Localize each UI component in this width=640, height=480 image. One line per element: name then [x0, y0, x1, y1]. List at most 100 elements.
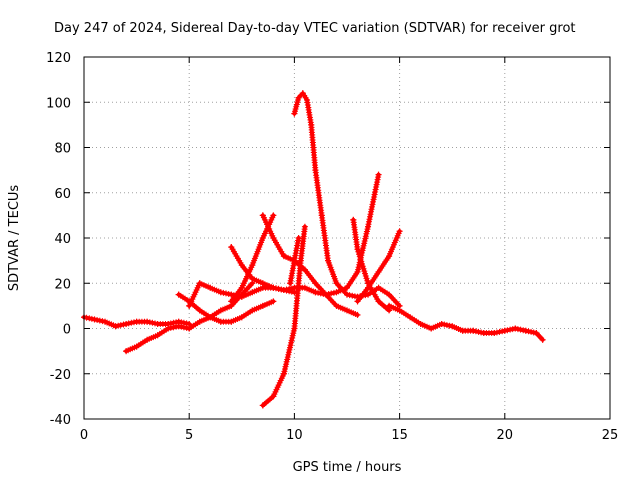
data-point — [301, 223, 308, 230]
series-track-j — [350, 216, 393, 314]
data-point — [333, 289, 340, 296]
data-point — [354, 246, 361, 253]
data-point — [312, 289, 319, 296]
data-point — [325, 257, 332, 264]
data-point — [280, 370, 287, 377]
data-point — [354, 311, 361, 318]
data-point — [333, 280, 340, 287]
data-point — [217, 318, 224, 325]
data-point — [291, 325, 298, 332]
data-point — [386, 302, 393, 309]
data-point — [438, 320, 445, 327]
x-tick-label: 20 — [497, 428, 514, 443]
data-point — [396, 228, 403, 235]
data-point — [133, 318, 140, 325]
y-tick-label: 20 — [54, 277, 71, 292]
data-point — [91, 316, 98, 323]
data-point — [375, 284, 382, 291]
data-point — [318, 212, 325, 219]
data-point — [375, 171, 382, 178]
data-point — [238, 291, 245, 298]
data-point — [470, 327, 477, 334]
data-point — [539, 336, 546, 343]
data-point — [350, 216, 357, 223]
data-point — [249, 275, 256, 282]
x-tick-label: 10 — [286, 428, 303, 443]
data-point — [501, 327, 508, 334]
y-tick-label: 120 — [46, 51, 71, 66]
data-point — [308, 121, 315, 128]
ticks: 0 5 10 15 20 25 -40 -20 0 20 40 60 80 100 120 — [46, 51, 618, 443]
series-track-c — [186, 280, 256, 332]
data-point — [386, 291, 393, 298]
data-point — [301, 284, 308, 291]
data-point — [417, 320, 424, 327]
data-point — [312, 280, 319, 287]
plot-frame — [83, 56, 611, 420]
grid — [84, 57, 610, 419]
data-point — [407, 314, 414, 321]
series-track-h — [287, 235, 302, 287]
data-point — [270, 298, 277, 305]
series-track-g — [259, 223, 308, 409]
data-point — [344, 291, 350, 298]
data-point — [365, 291, 372, 298]
data-point — [297, 257, 304, 264]
data-point — [291, 110, 298, 117]
series-tail — [386, 302, 546, 343]
x-tick-label: 15 — [391, 428, 408, 443]
data-point — [175, 323, 182, 330]
data-point — [196, 318, 203, 325]
data-point — [259, 402, 266, 409]
data-point — [295, 94, 302, 101]
data-point — [428, 325, 435, 332]
data-point — [449, 323, 456, 330]
data-point — [186, 325, 193, 332]
data-point — [249, 289, 256, 296]
data-point — [186, 302, 193, 309]
data-point — [522, 327, 529, 334]
data-point — [533, 330, 540, 337]
series-line — [260, 213, 360, 317]
series-line — [387, 303, 545, 342]
y-tick-label: 60 — [54, 187, 71, 202]
data-point — [123, 348, 130, 355]
data-point — [344, 284, 350, 291]
data-point — [228, 291, 235, 298]
data-point — [249, 307, 256, 314]
data-point — [165, 325, 172, 332]
data-point — [304, 96, 311, 103]
y-tick-label: 100 — [46, 96, 71, 111]
series-track-k — [354, 228, 403, 305]
data-point — [287, 280, 294, 287]
data-point — [291, 257, 298, 264]
data-point — [228, 318, 235, 325]
data-point — [512, 325, 519, 332]
y-tick-label: 40 — [54, 232, 71, 247]
data-point — [259, 280, 266, 287]
data-point — [175, 291, 182, 298]
data-point — [270, 212, 277, 219]
data-point — [196, 280, 203, 287]
data-point — [228, 244, 235, 251]
x-axis-label: GPS time / hours — [293, 460, 402, 475]
data-point — [491, 330, 498, 337]
series-markers — [386, 302, 545, 342]
data-point — [270, 393, 277, 400]
data-point — [238, 262, 245, 269]
y-tick-label: -40 — [50, 413, 71, 428]
data-point — [217, 307, 224, 314]
data-point — [312, 167, 319, 174]
data-point — [459, 327, 466, 334]
x-tick-label: 25 — [602, 428, 619, 443]
data-point — [299, 90, 306, 97]
data-point — [365, 284, 372, 291]
y-axis-label: SDTVAR / TECUs — [7, 185, 22, 292]
data-point — [228, 298, 235, 305]
data-point — [280, 287, 287, 294]
data-point — [259, 235, 266, 241]
data-point — [295, 235, 302, 241]
y-tick-label: 80 — [54, 142, 71, 157]
data-point — [154, 320, 161, 327]
